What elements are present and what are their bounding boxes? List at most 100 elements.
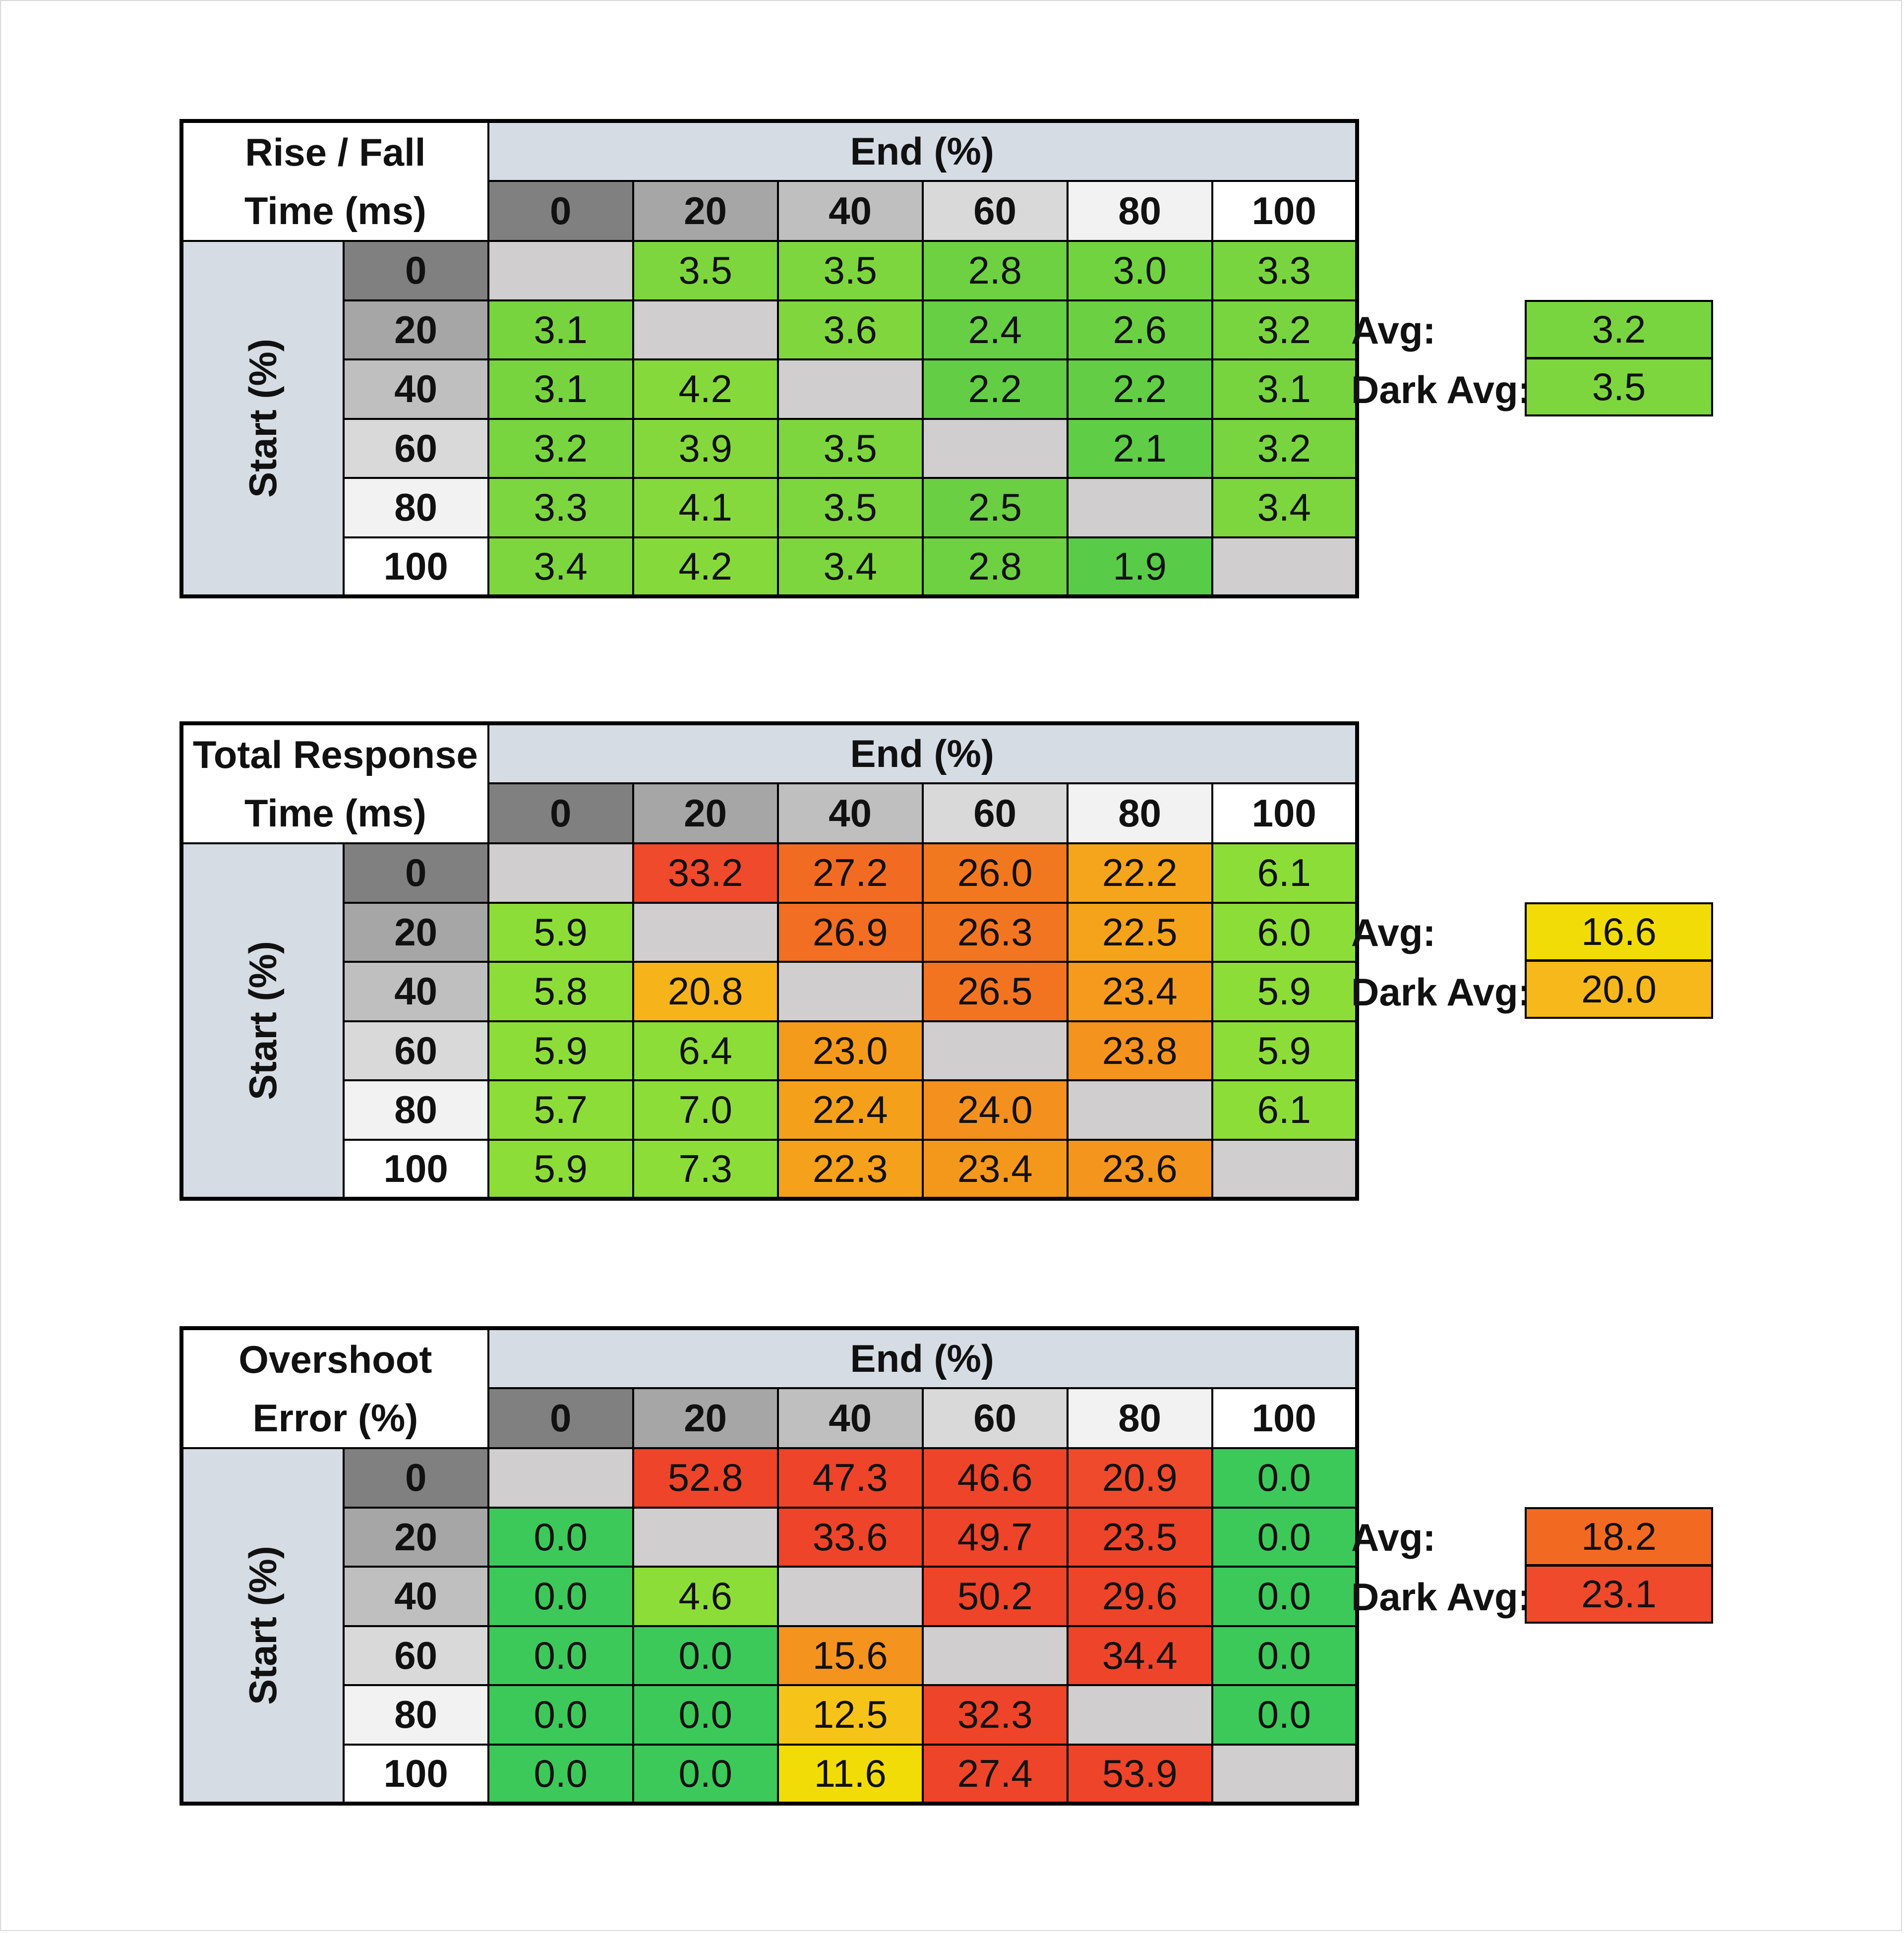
heatmap-cell: 11.6 [776, 1743, 924, 1805]
heatmap-cell [776, 358, 924, 420]
end-level-label: 40 [776, 1387, 924, 1449]
heatmap-cell: 23.8 [1066, 1020, 1213, 1081]
heatmap-cell: 2.2 [1066, 358, 1213, 420]
heatmap-cell: 12.5 [776, 1684, 924, 1746]
heatmap-cell: 0.0 [1211, 1447, 1358, 1509]
heatmap-cell: 2.8 [921, 240, 1069, 301]
heatmap-cell: 3.0 [1066, 240, 1213, 301]
end-level-label: 80 [1066, 180, 1213, 242]
heatmap-cell: 29.6 [1066, 1566, 1213, 1627]
avg-label: Avg: [1351, 1516, 1436, 1559]
heatmap-cell: 15.6 [776, 1625, 924, 1686]
heatmap-cell: 26.3 [921, 901, 1069, 963]
heatmap-cell: 23.0 [776, 1020, 924, 1081]
end-level-label: 80 [1066, 782, 1213, 844]
heatmap-cell: 0.0 [487, 1625, 634, 1686]
heatmap-cell: 4.6 [632, 1566, 779, 1627]
heatmap-cell: 23.6 [1066, 1138, 1213, 1200]
heatmap-cell [921, 417, 1069, 479]
heatmap-cell [1211, 1743, 1358, 1805]
heatmap-cell: 22.5 [1066, 901, 1213, 963]
heatmap-cell: 3.9 [632, 417, 779, 479]
avg-value-box: 18.2 [1525, 1507, 1713, 1566]
heatmap-cell: 5.8 [487, 961, 634, 1022]
heatmap-cell: 27.2 [776, 842, 924, 904]
header-row-levels: 0 20 40 60 80 100 [181, 1387, 1358, 1449]
table-title-line: Total Response [192, 733, 478, 776]
dark-avg-value-box: 23.1 [1525, 1565, 1713, 1624]
start-level-label: 60 [342, 1625, 489, 1686]
heatmap-cell [1211, 1138, 1358, 1200]
start-level-label: 80 [342, 1079, 489, 1141]
start-level-label: 20 [342, 1506, 489, 1568]
start-level-label: 60 [342, 417, 489, 479]
table-title-line: Overshoot [238, 1338, 432, 1381]
heatmap-cell: 20.8 [632, 961, 779, 1022]
heatmap-cell: 4.1 [632, 477, 779, 538]
table-title-line: Error (%) [252, 1396, 418, 1440]
table-block-2: Total Response Time (ms) End (%) 0 20 40 60 80 1… [0, 602, 1904, 1201]
table-block-1: Rise / Fall Time (ms) End (%) 0 20 40 60 80 100 S… [0, 0, 1904, 598]
start-level-label: 100 [342, 536, 489, 597]
end-level-label: 40 [776, 782, 924, 844]
heatmap-cell: 5.9 [487, 1138, 634, 1200]
heatmap-cell: 23.5 [1066, 1506, 1213, 1568]
heatmap-cell: 50.2 [921, 1566, 1069, 1627]
heatmap-cell: 7.0 [632, 1079, 779, 1141]
heatmap-cell: 0.0 [487, 1743, 634, 1805]
start-level-label: 60 [342, 1020, 489, 1081]
heatmap-cell: 5.9 [487, 901, 634, 963]
heatmap-cell: 0.0 [1211, 1684, 1358, 1746]
heatmap-cell: 6.4 [632, 1020, 779, 1081]
header-row-levels: 0 20 40 60 80 100 [181, 180, 1358, 242]
heatmap-cell [632, 901, 779, 963]
heatmap-cell: 3.5 [776, 477, 924, 538]
table-title-line: Time (ms) [244, 791, 426, 835]
heatmap-cell: 20.9 [1066, 1447, 1213, 1509]
heatmap-cell: 2.8 [921, 536, 1069, 597]
end-axis-header: End (%) [487, 120, 1358, 182]
heatmap-cell: 49.7 [921, 1506, 1069, 1568]
table-title: Rise / Fall Time (ms) [180, 120, 489, 242]
end-axis-header: End (%) [487, 1327, 1358, 1389]
end-level-label: 20 [632, 1387, 779, 1449]
start-level-label: 0 [342, 842, 489, 904]
heatmap-cell: 52.8 [632, 1447, 779, 1509]
table-row: Start (%) 0 33.2 27.2 26.0 22.2 6.1 [180, 842, 1358, 1200]
end-level-label: 100 [1211, 1387, 1358, 1449]
heatmap-cell: 3.4 [776, 536, 924, 597]
table-row: 40 0.0 4.6 50.2 29.6 0.0 [181, 1566, 1358, 1627]
heatmap-cell [487, 1447, 634, 1509]
end-level-label: 20 [632, 782, 779, 844]
end-level-label: 40 [776, 180, 924, 242]
end-level-label: 60 [921, 782, 1069, 844]
header-row-levels: 0 20 40 60 80 100 [181, 782, 1358, 844]
table-row: Start (%) 0 3.5 3.5 2.8 3.0 3.3 [180, 240, 1358, 597]
heatmap-cell [1211, 536, 1358, 597]
start-level-label: 100 [342, 1138, 489, 1200]
heatmap-cell [487, 240, 634, 301]
start-level-label: 20 [342, 901, 489, 963]
table-row: 60 0.0 0.0 15.6 34.4 0.0 [181, 1625, 1358, 1686]
heatmap-cell: 2.5 [921, 477, 1069, 538]
heatmap-cell: 47.3 [776, 1447, 924, 1509]
response-table: Overshoot Error (%) End (%) 0 20 40 60 80 100 Sta… [179, 1326, 1359, 1806]
heatmap-cell: 26.0 [921, 842, 1069, 904]
table-row: 20 3.1 3.6 2.4 2.6 3.2 [181, 299, 1358, 360]
heatmap-cell: 32.3 [921, 1684, 1069, 1746]
start-axis-label: Start (%) [240, 1546, 285, 1705]
heatmap-cell: 3.5 [776, 417, 924, 479]
start-axis-header: Start (%) [180, 240, 345, 597]
heatmap-cell: 22.2 [1066, 842, 1213, 904]
start-level-label: 20 [342, 299, 489, 360]
end-level-label: 80 [1066, 1387, 1213, 1449]
heatmap-cell: 3.3 [487, 477, 634, 538]
table-row: 100 0.0 0.0 11.6 27.4 53.9 [181, 1743, 1358, 1805]
header-row-end: Rise / Fall Time (ms) End (%) [180, 120, 1358, 242]
heatmap-cell: 0.0 [487, 1506, 634, 1568]
table-row: 60 3.2 3.9 3.5 2.1 3.2 [181, 417, 1358, 479]
heatmap-cell: 2.6 [1066, 299, 1213, 360]
heatmap-cell: 4.2 [632, 536, 779, 597]
heatmap-cell: 4.2 [632, 358, 779, 420]
